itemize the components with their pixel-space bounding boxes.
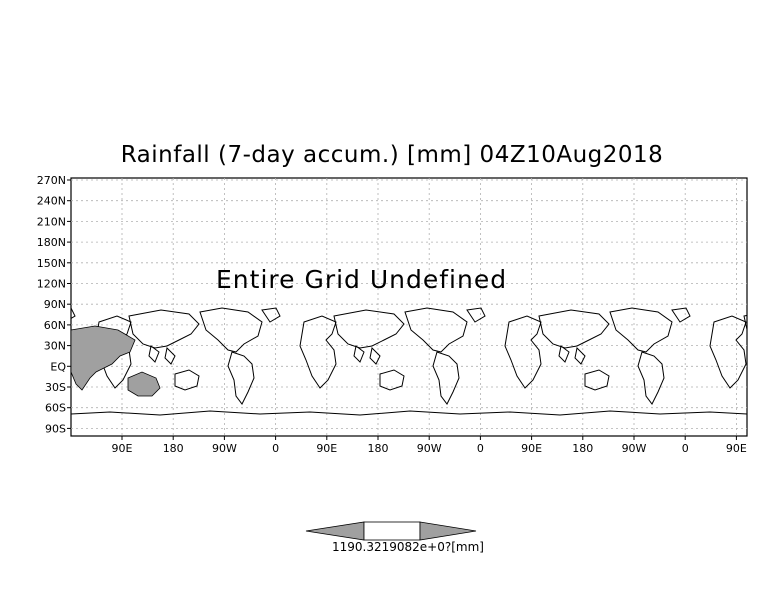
continent-outline (71, 307, 76, 319)
continent-outline (743, 314, 747, 332)
landmasses (23, 307, 784, 405)
longitude-tick-label: 0 (477, 442, 484, 455)
continent-outline (764, 346, 784, 364)
latitude-labels: 270N 240N 210N 180N 150N 120N 90N 60N 30N EQ 30S 60… (37, 174, 71, 435)
colorbar-label: 1190.3219082e+0?[mm] (332, 540, 484, 554)
latitude-tick-label: 270N (37, 174, 66, 187)
continent-outline (404, 307, 468, 353)
continent-outline (558, 345, 586, 365)
continent-outline (261, 307, 281, 323)
continent-outline (379, 369, 405, 391)
colorbar-left-triangle (305, 521, 365, 541)
continent-outline (609, 307, 673, 353)
longitude-tick-label: 180 (572, 442, 593, 455)
latitude-tick-label: 60S (45, 402, 66, 415)
latitude-tick-label: 90N (44, 298, 66, 311)
grid-undefined-annotation: Entire Grid Undefined (216, 265, 507, 294)
longitude-tick-label: 90E (112, 442, 133, 455)
longitude-tick-label: 90W (417, 442, 442, 455)
longitude-tick-label: 90W (212, 442, 237, 455)
longitude-tick-label: 90E (316, 442, 337, 455)
continent-outline (637, 351, 665, 405)
grid-lines (71, 178, 747, 436)
latitude-tick-label: 30N (44, 340, 66, 353)
continent-outline (538, 309, 610, 349)
longitude-tick-label: 0 (272, 442, 279, 455)
latitude-tick-label: 30S (45, 381, 66, 394)
continent-outline (333, 309, 405, 349)
continent-outline (584, 369, 610, 391)
continent-outline (353, 345, 381, 365)
colorbar-center-box (363, 521, 421, 541)
map-title: Rainfall (7-day accum.) [mm] 04Z10Aug201… (120, 142, 664, 168)
latitude-tick-label: EQ (50, 360, 66, 373)
continent-outline (199, 307, 263, 353)
asia-shade (70, 325, 136, 391)
antarctica-outline (70, 410, 748, 416)
continent-outline (148, 345, 176, 365)
longitude-tick-label: 180 (368, 442, 389, 455)
continent-outline (23, 352, 49, 404)
australia-shade (127, 371, 161, 397)
latitude-tick-label: 90S (45, 422, 66, 435)
continent-outline (174, 369, 200, 391)
latitude-tick-label: 60N (44, 319, 66, 332)
rainfall-shading (70, 325, 161, 397)
continent-outline (227, 351, 255, 405)
continent-outline (432, 351, 460, 405)
longitude-tick-label: 90E (726, 442, 747, 455)
latitude-tick-label: 150N (37, 257, 66, 270)
longitude-tick-label: 0 (682, 442, 689, 455)
longitude-tick-label: 180 (163, 442, 184, 455)
continent-outline (671, 307, 691, 323)
longitude-labels: 90E 180 90W 0 90E 180 90W 0 90E 180 90W 0 90E (112, 436, 747, 455)
latitude-tick-label: 240N (37, 195, 66, 208)
latitude-tick-label: 180N (37, 236, 66, 249)
latitude-tick-label: 120N (37, 278, 66, 291)
longitude-tick-label: 90E (521, 442, 542, 455)
latitude-tick-label: 210N (37, 215, 66, 228)
continent-outline (128, 309, 200, 349)
colorbar-right-triangle (419, 521, 477, 541)
continent-outline (466, 307, 486, 323)
longitude-tick-label: 90W (622, 442, 647, 455)
colorbar (305, 521, 477, 541)
map-frame (70, 177, 748, 437)
